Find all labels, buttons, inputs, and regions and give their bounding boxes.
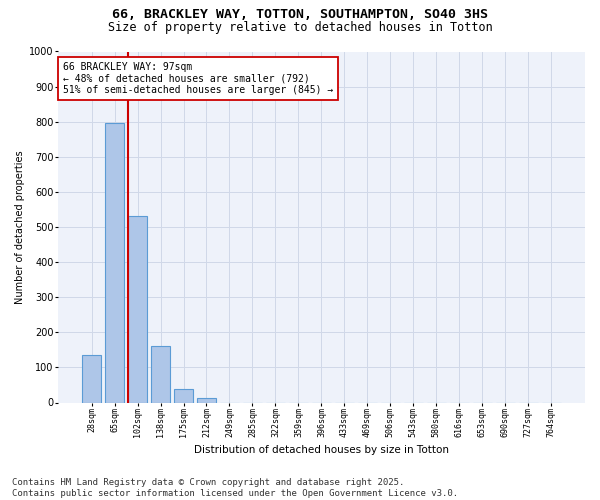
Bar bbox=[174, 389, 193, 402]
Bar bbox=[128, 216, 148, 402]
Bar bbox=[197, 398, 216, 402]
Bar bbox=[82, 355, 101, 403]
X-axis label: Distribution of detached houses by size in Totton: Distribution of detached houses by size … bbox=[194, 445, 449, 455]
Text: 66 BRACKLEY WAY: 97sqm
← 48% of detached houses are smaller (792)
51% of semi-de: 66 BRACKLEY WAY: 97sqm ← 48% of detached… bbox=[63, 62, 334, 95]
Text: 66, BRACKLEY WAY, TOTTON, SOUTHAMPTON, SO40 3HS: 66, BRACKLEY WAY, TOTTON, SOUTHAMPTON, S… bbox=[112, 8, 488, 20]
Text: Size of property relative to detached houses in Totton: Size of property relative to detached ho… bbox=[107, 22, 493, 35]
Y-axis label: Number of detached properties: Number of detached properties bbox=[15, 150, 25, 304]
Text: Contains HM Land Registry data © Crown copyright and database right 2025.
Contai: Contains HM Land Registry data © Crown c… bbox=[12, 478, 458, 498]
Bar bbox=[105, 124, 124, 402]
Bar bbox=[151, 346, 170, 403]
